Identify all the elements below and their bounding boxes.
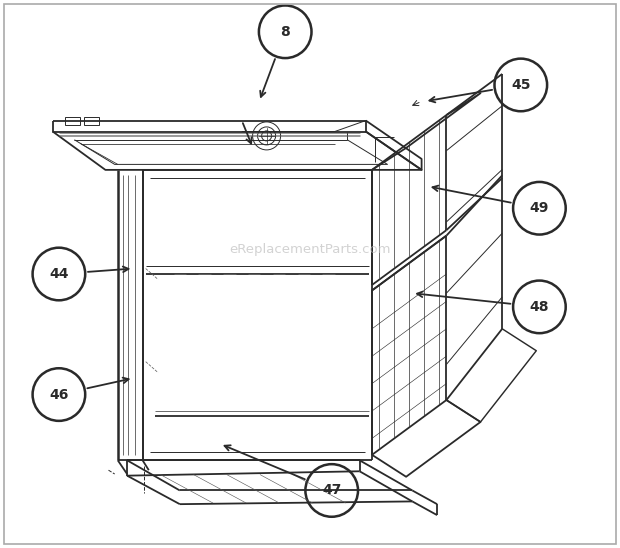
Text: 45: 45 [511,78,531,92]
Bar [65,117,80,125]
Text: eReplacementParts.com: eReplacementParts.com [229,243,391,256]
Text: 47: 47 [322,483,342,498]
Text: 46: 46 [49,387,69,402]
Text: 48: 48 [529,300,549,314]
Bar [84,117,99,125]
Text: 49: 49 [529,201,549,215]
Text: 44: 44 [49,267,69,281]
Text: 8: 8 [280,25,290,39]
